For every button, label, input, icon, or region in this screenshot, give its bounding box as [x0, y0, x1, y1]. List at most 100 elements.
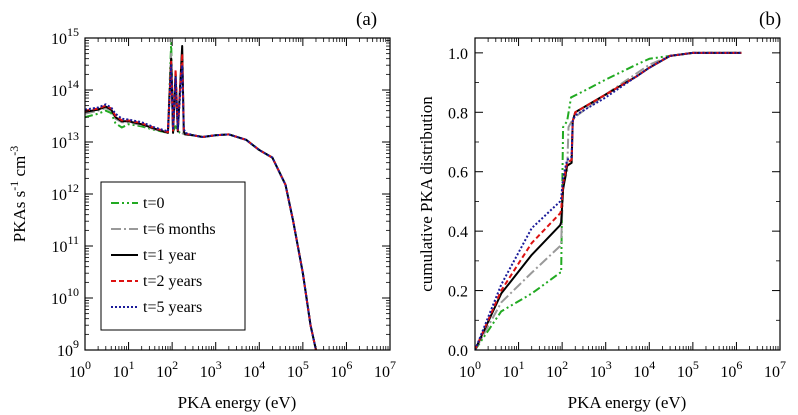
x-tick-label-b: 101 [503, 358, 525, 381]
y-tick-label-base: 10 [51, 135, 67, 152]
legend-label-1: t=6 months [143, 221, 216, 238]
panel-label-a: (a) [356, 9, 377, 30]
x-tick-label-exp: 0 [85, 358, 91, 372]
x-tick-label-b: 105 [677, 358, 699, 381]
y-tick-label-a: 1013 [51, 129, 79, 152]
x-tick-label-base: 10 [677, 364, 693, 381]
y-axis-title-a-exp2: -3 [7, 146, 21, 156]
x-tick-label-exp: 0 [475, 358, 481, 372]
x-tick-label-a: 104 [243, 358, 265, 381]
y-axis-title-a-base: PKAs s [10, 191, 29, 243]
x-tick-label-exp: 1 [519, 358, 525, 372]
x-tick-label-a: 103 [200, 358, 222, 381]
x-tick-label-a: 100 [69, 358, 91, 381]
legend-label-2: t=1 year [143, 247, 197, 264]
x-tick-label-a: 105 [287, 358, 309, 381]
panel-a-chart: 100 101 102 103 104 105 106 1071091010101110121… [7, 9, 396, 412]
x-tick-label-b: 103 [590, 358, 612, 381]
y-tick-label-exp: 9 [73, 337, 79, 351]
plot-frame-b [474, 37, 781, 351]
y-tick-label-b: 0.2 [448, 284, 468, 301]
series-line-b-4 [475, 51, 742, 350]
series-line-b-3 [475, 51, 742, 350]
y-tick-label-b: 0.4 [448, 224, 468, 241]
x-tick-label-a: 106 [330, 358, 352, 381]
x-tick-label-exp: 3 [606, 358, 612, 372]
y-tick-label-a: 1015 [51, 25, 79, 48]
y-tick-label-exp: 10 [67, 285, 79, 299]
x-tick-label-b: 100 [459, 358, 481, 381]
x-tick-label-base: 10 [503, 364, 519, 381]
y-tick-label-exp: 14 [67, 77, 79, 91]
y-tick-label-base: 10 [51, 239, 67, 256]
y-tick-label-exp: 12 [67, 181, 79, 195]
x-tick-label-b: 102 [546, 358, 568, 381]
legend-label-3: t=2 years [143, 273, 202, 290]
y-tick-label-b: 1.0 [448, 46, 468, 63]
y-axis-title-a-exp1: -1 [7, 181, 21, 191]
x-tick-label-a: 102 [156, 358, 178, 381]
y-tick-label-a: 1011 [51, 233, 79, 256]
y-tick-label-base: 10 [51, 291, 67, 308]
y-tick-label-exp: 15 [67, 25, 79, 39]
x-tick-label-base: 10 [156, 364, 172, 381]
y-tick-label-base: 10 [51, 31, 67, 48]
x-axis-title-b: PKA energy (eV) [568, 393, 687, 412]
x-tick-label-exp: 6 [736, 358, 742, 372]
x-tick-label-b: 104 [633, 358, 655, 381]
y-axis-title-a: PKAs s-1 cm-3 [7, 146, 29, 243]
y-tick-label-a: 109 [57, 337, 79, 360]
x-tick-label-b: 106 [720, 358, 742, 381]
y-tick-label-base: 10 [57, 343, 73, 360]
x-tick-label-base: 10 [200, 364, 216, 381]
x-tick-label-a: 101 [113, 358, 135, 381]
series-line-a-4 [85, 64, 317, 350]
x-tick-label-exp: 5 [693, 358, 699, 372]
x-tick-label-exp: 3 [216, 358, 222, 372]
y-tick-label-b: 0.0 [448, 343, 468, 360]
series-line-b-1 [475, 51, 742, 350]
x-tick-label-base: 10 [374, 364, 390, 381]
legend: t=0 t=6 months t=1 year t=2 years t=5 years [100, 181, 246, 331]
panel-label-b: (b) [759, 9, 781, 30]
x-tick-label-base: 10 [546, 364, 562, 381]
y-tick-label-b: 0.6 [448, 165, 468, 182]
y-tick-label-exp: 13 [67, 129, 79, 143]
y-tick-label-base: 10 [51, 187, 67, 204]
y-axis-title-b: cumulative PKA distribution [417, 96, 436, 292]
series-line-b-0 [475, 51, 742, 350]
x-tick-label-a: 107 [374, 358, 396, 381]
x-tick-label-exp: 7 [780, 358, 786, 372]
x-tick-label-exp: 2 [562, 358, 568, 372]
x-axis-title-a: PKA energy (eV) [178, 393, 297, 412]
x-tick-label-base: 10 [69, 364, 85, 381]
x-tick-label-exp: 5 [303, 358, 309, 372]
x-tick-label-exp: 6 [346, 358, 352, 372]
y-tick-label-a: 1012 [51, 181, 79, 204]
x-tick-label-exp: 4 [259, 358, 265, 372]
y-axis-title-a-mid: cm [10, 156, 29, 181]
y-tick-label-b: 0.8 [448, 105, 468, 122]
y-tick-label-a: 1014 [51, 77, 79, 100]
y-tick-label-exp: 11 [67, 233, 79, 247]
series-line-a-3 [85, 52, 317, 350]
x-tick-label-base: 10 [633, 364, 649, 381]
y-tick-label-a: 1010 [51, 285, 79, 308]
x-tick-label-base: 10 [764, 364, 780, 381]
x-tick-label-base: 10 [330, 364, 346, 381]
x-tick-label-exp: 1 [129, 358, 135, 372]
legend-label-4: t=5 years [143, 299, 202, 316]
x-tick-label-exp: 2 [172, 358, 178, 372]
x-tick-label-exp: 4 [649, 358, 655, 372]
x-tick-label-base: 10 [720, 364, 736, 381]
x-tick-label-base: 10 [113, 364, 129, 381]
legend-label-0: t=0 [143, 195, 164, 212]
x-tick-label-base: 10 [287, 364, 303, 381]
y-tick-label-base: 10 [51, 83, 67, 100]
x-tick-label-base: 10 [590, 364, 606, 381]
x-tick-label-base: 10 [459, 364, 475, 381]
x-tick-label-b: 107 [764, 358, 786, 381]
panel-b-chart: 100 101 102 103 104 105 106 1070.00.20.40.60.81… [417, 9, 786, 412]
x-tick-label-base: 10 [243, 364, 259, 381]
